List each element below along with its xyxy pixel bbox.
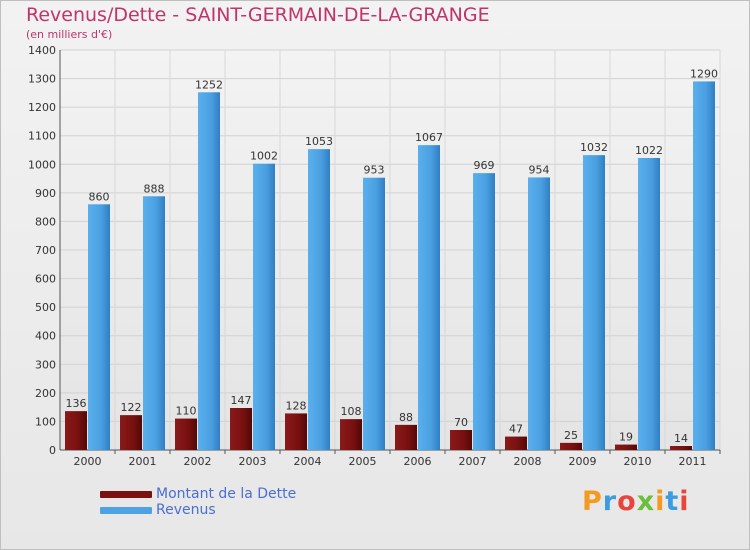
chart-subtitle: (en milliers d'€) <box>26 28 113 41</box>
data-label-dette: 110 <box>176 405 197 418</box>
y-tick-label: 500 <box>35 301 56 314</box>
y-tick-label: 900 <box>35 187 56 200</box>
bar-dette <box>65 411 87 450</box>
y-tick-label: 0 <box>49 444 56 457</box>
data-label-revenus: 1022 <box>635 144 663 157</box>
chart-title: Revenus/Dette - SAINT-GERMAIN-DE-LA-GRAN… <box>26 4 490 26</box>
data-label-revenus: 1067 <box>415 131 443 144</box>
legend-swatch-revenus <box>100 506 152 514</box>
data-label-revenus: 1032 <box>580 141 608 154</box>
bar-revenus <box>363 177 385 450</box>
x-tick-label: 2001 <box>129 455 157 468</box>
x-tick-label: 2004 <box>294 455 322 468</box>
logo-letter: o <box>617 486 637 517</box>
bar-dette <box>285 413 307 450</box>
bar-revenus <box>418 145 440 450</box>
bar-dette <box>615 444 637 450</box>
bar-revenus <box>88 204 110 450</box>
y-tick-label: 1100 <box>28 130 56 143</box>
bar-revenus <box>198 92 220 451</box>
legend: Montant de la Dette Revenus <box>100 486 296 518</box>
data-label-revenus: 969 <box>474 159 495 172</box>
data-label-dette: 136 <box>66 397 87 410</box>
proxiti-logo: Proxiti <box>582 486 690 517</box>
bar-revenus <box>528 177 550 450</box>
x-tick-label: 2006 <box>404 455 432 468</box>
y-tick-label: 700 <box>35 244 56 257</box>
data-label-dette: 25 <box>564 429 578 442</box>
bar-dette <box>230 408 252 450</box>
data-label-dette: 14 <box>674 432 688 445</box>
data-label-dette: 19 <box>619 431 633 444</box>
data-label-revenus: 1002 <box>250 150 278 163</box>
y-tick-label: 1300 <box>28 73 56 86</box>
data-label-revenus: 954 <box>529 163 550 176</box>
x-tick-label: 2000 <box>74 455 102 468</box>
x-tick-label: 2005 <box>349 455 377 468</box>
bar-dette <box>175 418 197 450</box>
bar-revenus <box>583 155 605 450</box>
y-tick-label: 200 <box>35 387 56 400</box>
bar-revenus <box>473 173 495 450</box>
data-label-dette: 122 <box>121 401 142 414</box>
data-label-revenus: 953 <box>364 164 385 177</box>
x-tick-label: 2010 <box>624 455 652 468</box>
legend-item-revenus: Revenus <box>100 502 296 518</box>
bar-dette <box>450 430 472 450</box>
logo-letter: x <box>636 486 656 517</box>
bar-dette <box>560 442 582 450</box>
bar-revenus <box>253 163 275 450</box>
data-label-revenus: 860 <box>89 190 110 203</box>
legend-swatch-dette <box>100 490 152 498</box>
bar-revenus <box>308 149 330 450</box>
logo-letter: i <box>655 486 666 517</box>
x-tick-label: 2007 <box>459 455 487 468</box>
y-tick-label: 600 <box>35 273 56 286</box>
bar-dette <box>670 446 692 450</box>
data-label-dette: 70 <box>454 416 468 429</box>
y-tick-label: 1400 <box>28 44 56 57</box>
y-tick-label: 1000 <box>28 158 56 171</box>
data-label-dette: 47 <box>509 423 523 436</box>
bar-dette <box>340 419 362 450</box>
x-tick-label: 2009 <box>569 455 597 468</box>
y-tick-label: 1200 <box>28 101 56 114</box>
bar-dette <box>120 415 142 450</box>
data-label-revenus: 1053 <box>305 135 333 148</box>
legend-label-dette: Montant de la Dette <box>156 486 297 502</box>
logo-letter: i <box>679 486 690 517</box>
x-tick-label: 2003 <box>239 455 267 468</box>
data-label-revenus: 888 <box>144 182 165 195</box>
legend-label-revenus: Revenus <box>156 502 216 518</box>
y-tick-label: 400 <box>35 330 56 343</box>
data-label-revenus: 1252 <box>195 78 223 91</box>
y-tick-label: 100 <box>35 415 56 428</box>
x-tick-label: 2008 <box>514 455 542 468</box>
bar-revenus <box>143 196 165 450</box>
data-label-dette: 147 <box>231 394 252 407</box>
data-label-dette: 108 <box>341 405 362 418</box>
bar-revenus <box>693 81 715 450</box>
bar-revenus <box>638 158 660 450</box>
y-tick-label: 300 <box>35 358 56 371</box>
data-label-dette: 88 <box>399 411 413 424</box>
x-tick-label: 2002 <box>184 455 212 468</box>
bar-dette <box>505 436 527 450</box>
x-tick-label: 2011 <box>679 455 707 468</box>
legend-item-dette: Montant de la Dette <box>100 486 296 502</box>
bar-dette <box>395 424 417 450</box>
logo-letter: P <box>582 486 603 517</box>
data-label-revenus: 1290 <box>690 67 718 80</box>
y-tick-label: 800 <box>35 215 56 228</box>
data-label-dette: 128 <box>286 399 307 412</box>
logo-letter: r <box>602 486 618 517</box>
logo-letter: t <box>665 486 680 517</box>
